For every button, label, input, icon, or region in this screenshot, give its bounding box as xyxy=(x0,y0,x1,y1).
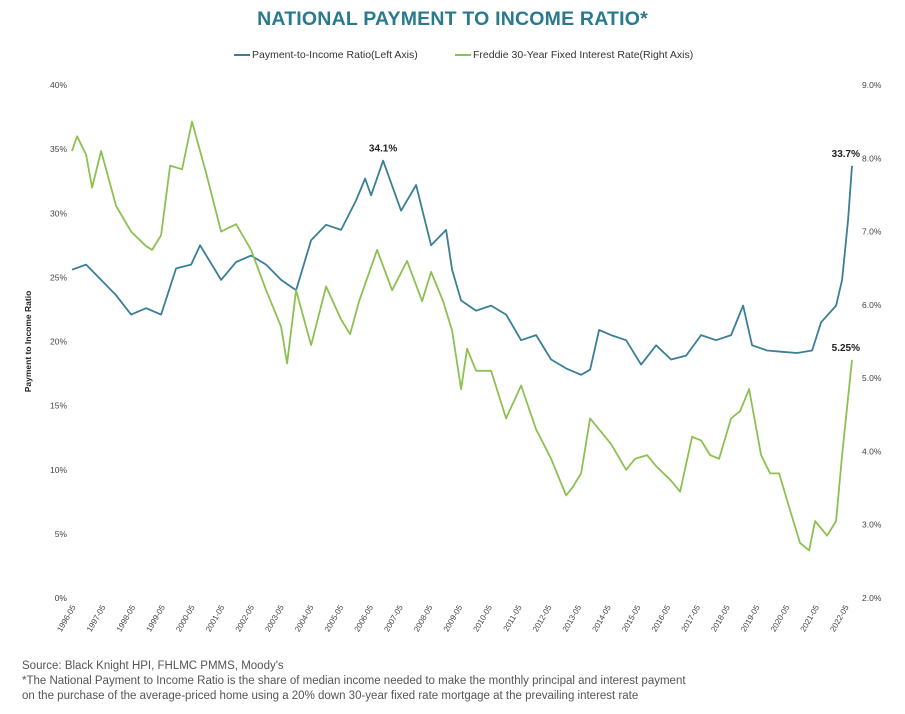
y-left-tick-label: 20% xyxy=(50,337,67,347)
y-left-tick-label: 40% xyxy=(50,80,67,90)
x-tick-label: 1997-05 xyxy=(85,603,108,633)
y-left-tick-label: 5% xyxy=(55,529,68,539)
y-right-tick-label: 6.0% xyxy=(862,300,882,310)
x-tick-label: 2013-05 xyxy=(561,603,584,633)
y-right-tick-label: 7.0% xyxy=(862,227,882,237)
footnote-line-1: *The National Payment to Income Ratio is… xyxy=(22,675,686,687)
y-left-tick-label: 10% xyxy=(50,465,67,475)
footer: Source: Black Knight HPI, FHLMC PMMS, Mo… xyxy=(22,659,686,704)
x-tick-label: 2007-05 xyxy=(382,603,405,633)
series-line-interest-rate xyxy=(71,120,853,552)
data-label: 33.7% xyxy=(832,149,860,160)
y-right-tick-label: 5.0% xyxy=(862,373,882,383)
data-label: 5.25% xyxy=(832,343,860,354)
x-tick-label: 2010-05 xyxy=(471,603,494,633)
x-tick-label: 2021-05 xyxy=(799,603,822,633)
x-tick-label: 2016-05 xyxy=(650,603,673,633)
x-tick-label: 2003-05 xyxy=(263,603,286,633)
legend-label-rate: Freddie 30-Year Fixed Interest Rate(Righ… xyxy=(473,49,694,61)
legend-item-pti: Payment-to-Income Ratio(Left Axis) xyxy=(234,49,418,61)
chart-title: NATIONAL PAYMENT TO INCOME RATIO* xyxy=(257,8,648,30)
x-tick-label: 2002-05 xyxy=(234,603,257,633)
x-tick-label: 2000-05 xyxy=(174,603,197,633)
legend-swatch-rate xyxy=(455,54,471,56)
x-tick-label: 2017-05 xyxy=(680,603,703,633)
x-tick-label: 2015-05 xyxy=(620,603,643,633)
y-right-tick-label: 9.0% xyxy=(862,80,882,90)
legend-swatch-pti xyxy=(234,54,250,56)
x-tick-label: 1998-05 xyxy=(115,603,138,633)
series-line-payment-to-income xyxy=(71,159,853,376)
y-right-tick-label: 3.0% xyxy=(862,520,882,530)
x-tick-label: 2001-05 xyxy=(204,603,227,633)
x-tick-label: 1996-05 xyxy=(55,603,78,633)
x-tick-label: 2011-05 xyxy=(502,603,524,633)
x-tick-label: 2018-05 xyxy=(709,603,732,633)
y-left-tick-label: 25% xyxy=(50,272,67,282)
y-right-tick-label: 4.0% xyxy=(862,446,882,456)
y-axis-title: Payment to Income Ratio xyxy=(23,291,33,393)
legend-label-pti: Payment-to-Income Ratio(Left Axis) xyxy=(252,49,418,61)
footnote-line-2: on the purchase of the average-priced ho… xyxy=(22,690,639,702)
y-left-tick-label: 0% xyxy=(55,593,68,603)
x-tick-label: 2020-05 xyxy=(769,603,792,633)
x-tick-label: 2019-05 xyxy=(739,603,762,633)
source-note: Source: Black Knight HPI, FHLMC PMMS, Mo… xyxy=(22,660,284,672)
x-tick-label: 2014-05 xyxy=(590,603,613,633)
x-tick-label: 2005-05 xyxy=(323,603,346,633)
legend-item-rate: Freddie 30-Year Fixed Interest Rate(Righ… xyxy=(455,49,693,61)
y-left-tick-label: 35% xyxy=(50,144,67,154)
y-left-tick-label: 15% xyxy=(50,401,67,411)
x-tick-label: 2022-05 xyxy=(828,603,851,633)
y-right-tick-label: 8.0% xyxy=(862,153,882,163)
data-label: 34.1% xyxy=(369,144,397,155)
y-left-tick-label: 30% xyxy=(50,208,67,218)
x-tick-label: 2009-05 xyxy=(442,603,465,633)
x-tick-label: 2012-05 xyxy=(531,603,554,633)
x-tick-label: 2008-05 xyxy=(412,603,435,633)
x-tick-label: 1999-05 xyxy=(144,603,167,633)
y-right-tick-label: 2.0% xyxy=(862,593,882,603)
x-tick-label: 2004-05 xyxy=(293,603,316,633)
x-tick-label: 2006-05 xyxy=(353,603,376,633)
